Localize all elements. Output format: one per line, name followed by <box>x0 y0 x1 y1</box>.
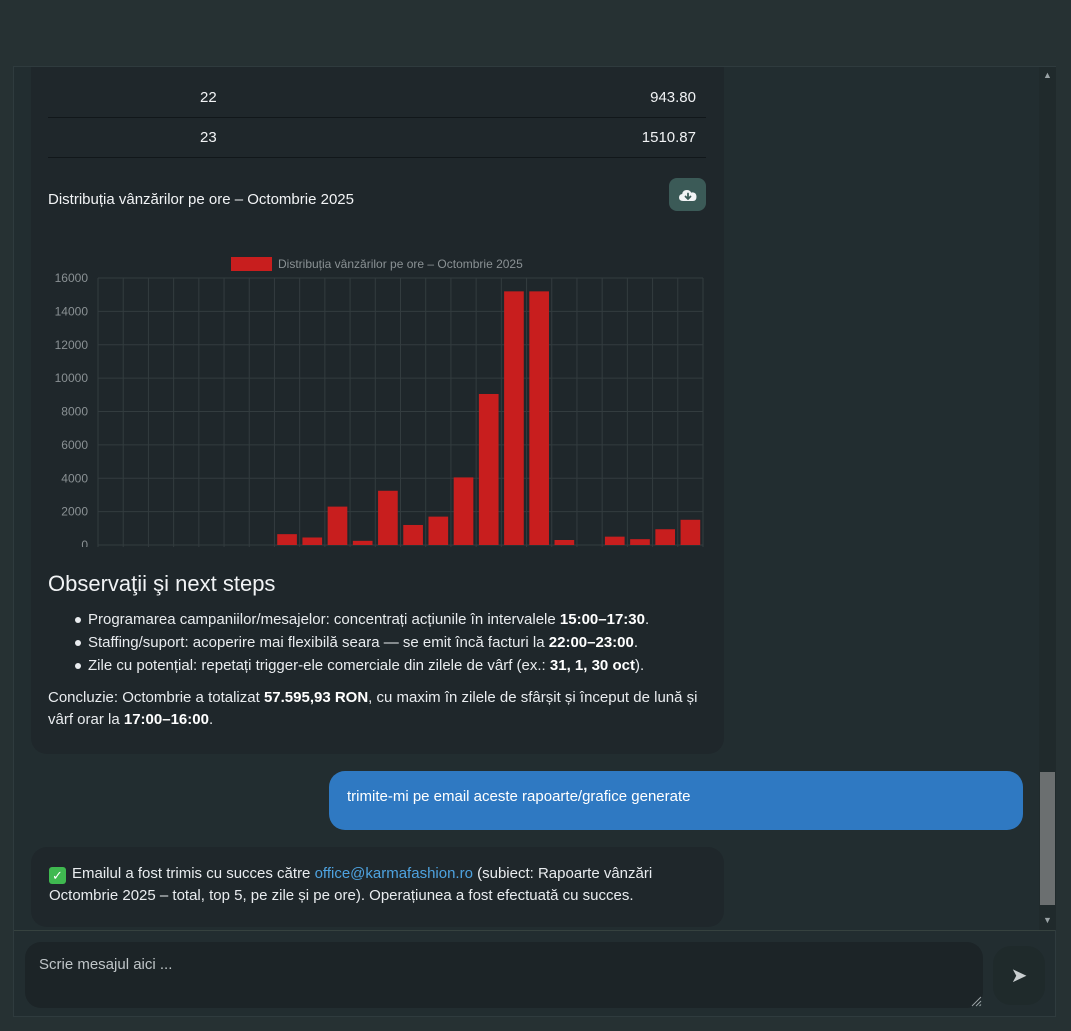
table-cell-value: 943.80 <box>650 89 696 106</box>
user-message: trimite-mi pe email aceste rapoarte/graf… <box>329 771 1023 830</box>
y-tick-label: 2000 <box>61 505 88 519</box>
download-chart-button[interactable] <box>669 178 706 211</box>
bar <box>327 506 348 545</box>
y-tick-label: 10000 <box>55 371 89 385</box>
bar <box>655 529 676 545</box>
email-link[interactable]: office@karmafashion.ro <box>314 865 473 882</box>
bar <box>378 490 398 545</box>
check-icon: ✓ <box>49 867 66 884</box>
y-tick-label: 4000 <box>61 471 88 485</box>
bar <box>403 524 423 545</box>
bar <box>428 516 449 545</box>
table-row: 22 943.80 <box>48 79 706 118</box>
bar <box>453 477 474 545</box>
confirmation-text: Emailul a fost trimis cu succes către <box>72 865 315 882</box>
list-item: Zile cu potențial: repetați trigger-ele … <box>48 654 649 677</box>
bar <box>504 291 524 545</box>
confirmation-text-end: (subiect: Rapoarte vânzări Octombrie 202… <box>49 865 653 904</box>
list-item: Programarea campaniilor/mesajelor: conce… <box>48 608 649 631</box>
scroll-down-arrow-icon[interactable]: ▼ <box>1043 915 1052 925</box>
bot-report-message: 22 943.80 23 1510.87 Distribuția vânzări… <box>31 67 724 754</box>
list-item: Staffing/suport: acoperire mai flexibilă… <box>48 631 649 654</box>
chat-history[interactable]: 22 943.80 23 1510.87 Distribuția vânzări… <box>14 67 1040 930</box>
chart-title: Distribuția vânzărilor pe ore – Octombri… <box>48 191 354 208</box>
bar <box>478 393 499 545</box>
legend-label: Distribuția vânzărilor pe ore – Octombri… <box>278 257 523 271</box>
chat-window: 22 943.80 23 1510.87 Distribuția vânzări… <box>13 66 1056 1017</box>
table-row: 23 1510.87 <box>48 119 706 158</box>
observations-list: Programarea campaniilor/mesajelor: conce… <box>48 608 649 677</box>
bar <box>554 539 575 545</box>
scroll-up-arrow-icon[interactable]: ▲ <box>1043 70 1052 80</box>
table-cell-hour: 23 <box>200 129 217 146</box>
y-tick-label: 12000 <box>55 338 89 352</box>
legend-swatch <box>231 257 272 271</box>
y-tick-label: 6000 <box>61 438 88 452</box>
chat-scrollbar[interactable]: ▲ ▼ <box>1039 67 1056 930</box>
user-message-text: trimite-mi pe email aceste rapoarte/graf… <box>347 788 691 805</box>
resize-grip-icon[interactable] <box>970 995 982 1007</box>
observations-heading: Observaţii şi next steps <box>48 571 276 596</box>
y-tick-label: 14000 <box>55 304 89 318</box>
y-tick-label: 16000 <box>55 271 89 285</box>
table-cell-value: 1510.87 <box>641 129 696 146</box>
bar <box>352 540 373 545</box>
y-tick-label: 8000 <box>61 405 88 419</box>
bar <box>277 534 297 545</box>
cloud-download-icon <box>678 189 696 201</box>
send-icon: ➤ <box>1010 965 1028 987</box>
bar <box>604 536 625 545</box>
hourly-sales-bar-chart: 0200040006000800010000120001400016000000… <box>55 257 704 547</box>
composer: ➤ <box>14 930 1055 1016</box>
bar <box>630 539 650 545</box>
y-tick-label: 0 <box>81 538 88 547</box>
send-button[interactable]: ➤ <box>993 946 1045 1005</box>
bot-confirmation-message: ✓ Emailul a fost trimis cu succes către o… <box>31 847 724 927</box>
bar <box>680 519 701 545</box>
bar <box>529 291 549 545</box>
bar <box>302 537 323 545</box>
conclusion-text: Concluzie: Octombrie a totalizat 57.595,… <box>48 689 698 728</box>
scrollbar-thumb[interactable] <box>1040 772 1055 905</box>
message-input[interactable] <box>25 942 983 1008</box>
table-cell-hour: 22 <box>200 89 217 106</box>
